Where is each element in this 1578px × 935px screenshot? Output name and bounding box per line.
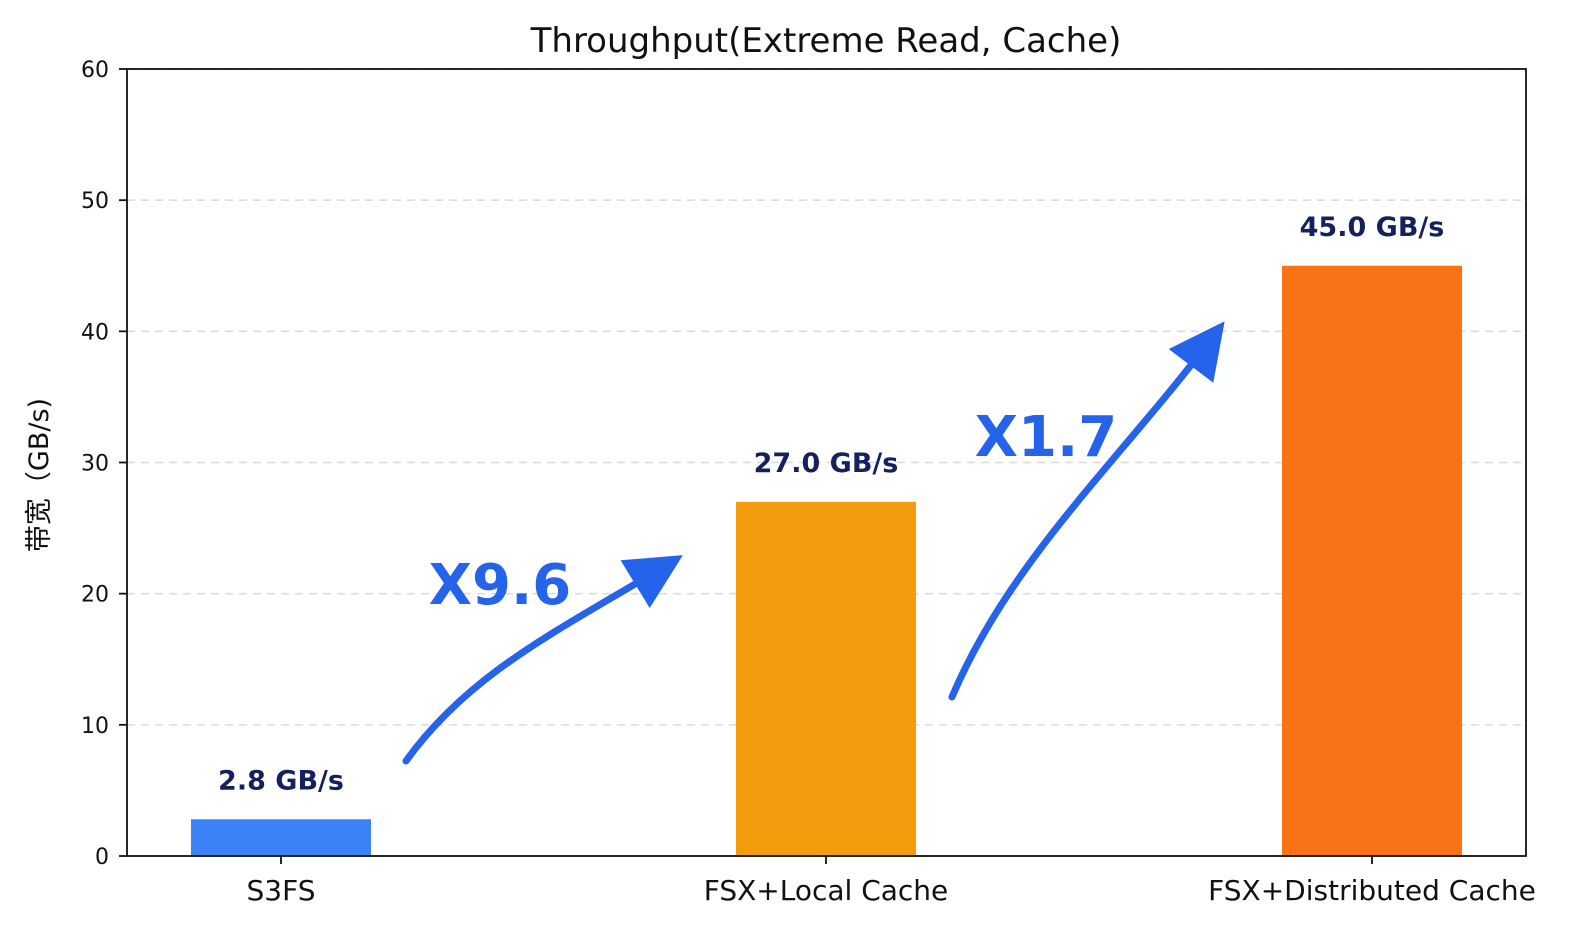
x-tick-label: FSX+Local Cache	[704, 874, 949, 907]
multiplier-label-2: X1.7	[975, 405, 1117, 470]
bar-2	[1282, 265, 1462, 856]
y-tick-label: 60	[81, 58, 109, 83]
y-tick-label: 40	[81, 320, 109, 345]
bar-data-label: 27.0 GB/s	[754, 448, 899, 479]
y-tick-label: 20	[81, 583, 109, 608]
y-tick-label: 0	[95, 845, 109, 870]
x-tick-label: S3FS	[247, 874, 316, 907]
bar-1	[736, 501, 916, 856]
y-tick-label: 10	[81, 714, 109, 739]
axis-ticks: 0 10 20 30 40 50 60 S3FS FSX+Local Cache FSX+Dist…	[81, 58, 1536, 907]
y-tick-label: 50	[81, 189, 109, 214]
x-tick-label: FSX+Distributed Cache	[1208, 874, 1536, 907]
bar-data-label: 45.0 GB/s	[1300, 212, 1445, 243]
chart-title: Throughput(Extreme Read, Cache)	[530, 21, 1122, 61]
y-tick-label: 30	[81, 452, 109, 477]
bar-data-label: 2.8 GB/s	[218, 765, 344, 796]
bar-0	[191, 819, 371, 856]
y-axis-label: 带宽（GB/s)	[24, 398, 55, 552]
growth-arrow-1	[402, 555, 683, 765]
bars: 2.8 GB/s 27.0 GB/s 45.0 GB/s	[191, 212, 1462, 856]
growth-arrow-2	[948, 321, 1225, 701]
annotations: X9.6 X1.7	[402, 321, 1225, 765]
multiplier-label-1: X9.6	[429, 553, 571, 618]
